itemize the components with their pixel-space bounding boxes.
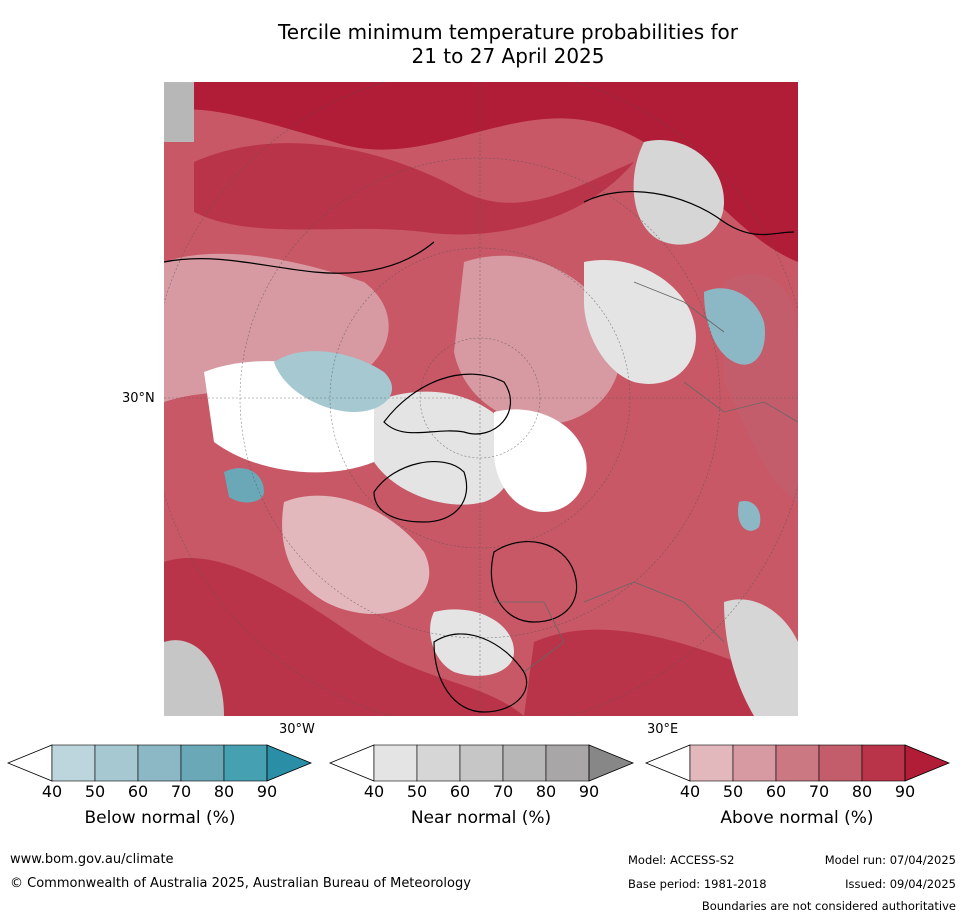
lat-label-30n: 30°N [122,391,155,406]
colorbar-above-normal-title: Above normal (%) [720,808,874,828]
colorbar-near-normal-title: Near normal (%) [410,808,552,828]
lon-label-30e: 30°E [647,722,679,737]
colorbar-below-swatch [137,744,182,782]
cbar-near-tick: 80 [535,782,557,801]
colorbar-near-swatch [416,744,461,782]
colorbar-below-min-arrow [6,744,53,782]
colorbar-below-swatch [51,744,96,782]
map-title: Tercile minimum temperature probabilitie… [0,20,965,68]
cbar-below-tick: 90 [256,782,278,801]
colorbar-below-normal [6,744,313,782]
footer-issued: Issued: 09/04/2025 [845,877,956,891]
colorbar-above-swatch [861,744,906,782]
colorbar-near-normal-swatches [328,744,635,782]
cbar-below-tick: 50 [84,782,106,801]
map-title-line2: 21 to 27 April 2025 [411,44,605,68]
colorbar-near-max-arrow [588,744,635,782]
lon-label-30w: 30°W [279,722,315,737]
colorbar-near-swatch [502,744,547,782]
colorbar-above-swatch [775,744,820,782]
footer-disclaimer: Boundaries are not considered authoritat… [701,899,956,913]
colorbar-above-normal [644,744,951,782]
colorbar-near-normal [328,744,635,782]
colorbar-near-swatch [545,744,590,782]
cbar-near-tick: 60 [449,782,471,801]
probability-map [164,82,798,716]
colorbar-above-swatch [689,744,734,782]
colorbar-above-swatch [732,744,777,782]
footer-model: Model: ACCESS-S2 [628,853,735,867]
cbar-below-tick: 70 [170,782,192,801]
footer-copyright: © Commonwealth of Australia 2025, Austra… [10,876,471,891]
cbar-near-tick: 40 [363,782,385,801]
colorbar-below-max-arrow [266,744,313,782]
colorbar-below-swatch [94,744,139,782]
colorbar-near-min-arrow [328,744,375,782]
cbar-near-tick: 70 [492,782,514,801]
cbar-above-tick: 50 [722,782,744,801]
colorbar-below-normal-swatches [6,744,313,782]
cbar-above-tick: 90 [894,782,916,801]
map-title-line1: Tercile minimum temperature probabilitie… [277,20,739,44]
colorbar-above-min-arrow [644,744,691,782]
cbar-above-tick: 70 [808,782,830,801]
cbar-above-tick: 60 [765,782,787,801]
colorbar-near-swatch [373,744,418,782]
cbar-above-tick: 80 [851,782,873,801]
footer-model-run: Model run: 07/04/2025 [824,853,956,867]
cbar-near-tick: 90 [578,782,600,801]
colorbar-below-swatch [180,744,225,782]
colorbar-above-swatch [818,744,863,782]
colorbar-above-max-arrow [904,744,951,782]
cbar-near-tick: 50 [406,782,428,801]
colorbar-above-normal-swatches [644,744,951,782]
colorbar-near-swatch [459,744,504,782]
colorbar-below-swatch [223,744,268,782]
footer-base-period: Base period: 1981-2018 [628,877,767,891]
footer-url[interactable]: www.bom.gov.au/climate [10,852,174,867]
cbar-below-tick: 40 [41,782,63,801]
cbar-below-tick: 60 [127,782,149,801]
map-canvas [164,82,798,716]
cbar-below-tick: 80 [213,782,235,801]
cbar-above-tick: 40 [679,782,701,801]
colorbar-below-normal-title: Below normal (%) [84,808,236,828]
